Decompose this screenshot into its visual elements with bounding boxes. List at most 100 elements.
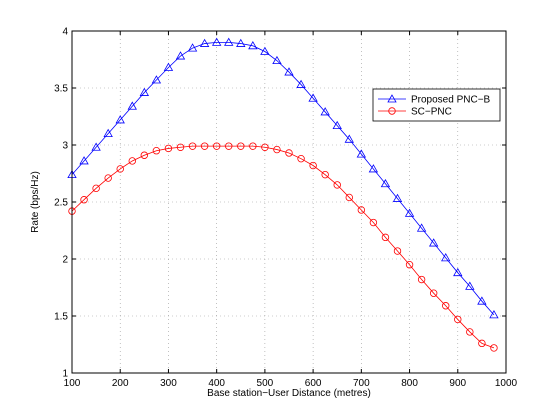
data-point bbox=[273, 145, 281, 154]
data-point bbox=[356, 149, 367, 158]
data-point bbox=[285, 149, 293, 157]
data-point bbox=[381, 233, 390, 242]
legend: Proposed PNC−BSC−PNC bbox=[372, 88, 501, 122]
data-point bbox=[127, 101, 137, 110]
legend-entry: Proposed PNC−B bbox=[378, 94, 491, 106]
data-point bbox=[188, 142, 197, 150]
data-point bbox=[404, 208, 415, 217]
data-point bbox=[490, 344, 498, 352]
data-point bbox=[332, 120, 342, 130]
data-point bbox=[176, 143, 185, 151]
data-point bbox=[368, 164, 379, 173]
data-point bbox=[453, 267, 463, 277]
data-point bbox=[272, 55, 282, 65]
data-point bbox=[128, 157, 136, 165]
data-point bbox=[297, 154, 305, 163]
y-tick-label: 1.5 bbox=[54, 312, 68, 323]
data-point bbox=[309, 161, 317, 170]
data-point bbox=[416, 223, 427, 232]
data-point bbox=[236, 38, 246, 47]
data-point bbox=[442, 302, 450, 310]
data-point bbox=[321, 170, 329, 179]
y-tick-label: 1 bbox=[62, 369, 68, 380]
data-point bbox=[308, 93, 318, 102]
data-point bbox=[91, 142, 101, 151]
data-point bbox=[151, 75, 162, 84]
data-point bbox=[175, 51, 186, 60]
legend-label: Proposed PNC−B bbox=[411, 95, 491, 106]
data-point bbox=[478, 339, 486, 348]
data-point bbox=[454, 315, 462, 324]
data-point bbox=[393, 247, 402, 255]
data-point bbox=[163, 62, 174, 71]
data-point bbox=[284, 67, 294, 76]
x-tick-label: 200 bbox=[112, 378, 129, 389]
data-point bbox=[261, 143, 269, 151]
series-1 bbox=[67, 37, 499, 319]
legend-label: SC−PNC bbox=[411, 107, 452, 118]
data-point bbox=[428, 238, 439, 247]
data-point bbox=[200, 142, 209, 150]
data-point bbox=[296, 79, 306, 88]
x-tick-label: 400 bbox=[208, 378, 225, 389]
data-point bbox=[320, 107, 330, 116]
data-point bbox=[465, 281, 475, 290]
data-point bbox=[344, 134, 354, 143]
data-point bbox=[249, 142, 257, 150]
y-tick-label: 2 bbox=[62, 255, 68, 266]
data-point bbox=[489, 310, 499, 319]
data-point bbox=[405, 261, 414, 269]
legend-entry: SC−PNC bbox=[378, 107, 452, 118]
x-tick-label: 800 bbox=[401, 378, 418, 389]
data-point bbox=[466, 328, 474, 336]
series-line bbox=[71, 145, 495, 349]
x-axis-label: Base station−User Distance (metres) bbox=[207, 388, 371, 399]
data-point bbox=[237, 142, 245, 150]
data-point bbox=[225, 142, 233, 150]
y-axis-label: Rate (bps/Hz) bbox=[30, 171, 41, 233]
data-point bbox=[187, 43, 198, 52]
data-point bbox=[103, 128, 113, 138]
y-tick-label: 2.5 bbox=[54, 198, 68, 209]
data-point bbox=[152, 146, 161, 155]
legend-marker bbox=[387, 94, 397, 103]
data-point bbox=[212, 142, 221, 150]
axis-ticks: 100 200 300 400 500 600 700 800 900 1000 1 1.5 2 2.5 3… bbox=[54, 27, 517, 390]
data-point bbox=[116, 165, 124, 173]
x-tick-label: 900 bbox=[449, 378, 466, 389]
legend-marker bbox=[388, 107, 396, 115]
x-tick-label: 500 bbox=[257, 378, 274, 389]
data-point bbox=[140, 151, 149, 159]
data-point bbox=[380, 178, 391, 188]
data-point bbox=[80, 196, 88, 204]
data-point bbox=[224, 37, 234, 46]
data-point bbox=[211, 37, 222, 46]
data-point bbox=[260, 46, 270, 55]
data-point bbox=[199, 38, 210, 47]
series-line bbox=[71, 42, 495, 316]
series-layer bbox=[67, 37, 499, 352]
data-point bbox=[104, 174, 112, 182]
x-tick-label: 1000 bbox=[495, 378, 518, 389]
x-tick-label: 600 bbox=[305, 378, 322, 389]
data-point bbox=[92, 184, 100, 193]
legend-box bbox=[372, 88, 501, 122]
data-point bbox=[417, 275, 426, 284]
data-point bbox=[79, 156, 89, 165]
data-point bbox=[477, 296, 487, 305]
y-tick-label: 3 bbox=[62, 141, 68, 152]
data-point bbox=[369, 218, 378, 227]
data-point bbox=[392, 193, 403, 202]
data-point bbox=[333, 181, 341, 189]
y-tick-label: 4 bbox=[62, 27, 68, 38]
data-point bbox=[139, 87, 150, 96]
x-tick-label: 100 bbox=[64, 378, 81, 389]
data-point bbox=[357, 206, 366, 214]
x-tick-label: 300 bbox=[160, 378, 177, 389]
data-point bbox=[441, 253, 451, 262]
y-tick-label: 3.5 bbox=[54, 84, 68, 95]
data-point bbox=[345, 193, 353, 202]
data-point bbox=[248, 41, 258, 50]
